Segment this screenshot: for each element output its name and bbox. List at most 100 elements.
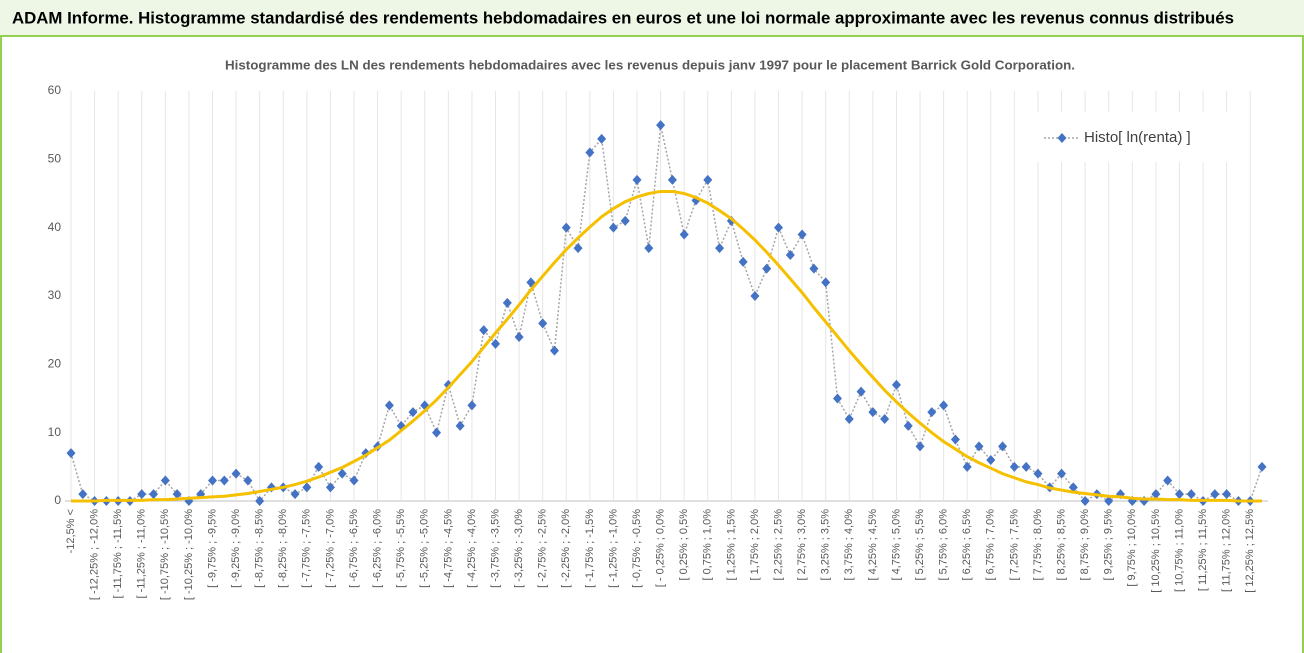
data-point [832, 393, 842, 404]
x-tick-label: [ -2,75% ; -2,5% [537, 509, 549, 588]
data-point [1174, 489, 1184, 500]
x-tick-label: [ -0,75% ; -0,5% [631, 509, 643, 588]
data-point [573, 243, 583, 254]
data-point [632, 174, 642, 185]
data-point [1104, 496, 1114, 506]
data-point [337, 468, 347, 479]
data-point [243, 475, 253, 486]
x-tick-label: [ 6,25% ; 6,5% [961, 509, 973, 581]
x-tick-label: [ 11,75% ; 12,0% [1221, 509, 1233, 592]
x-tick-label: [ 9,25% ; 9,5% [1103, 509, 1115, 581]
x-tick-label: [ 8,25% ; 8,5% [1055, 509, 1067, 581]
data-point [1210, 489, 1220, 500]
data-point [809, 263, 819, 274]
x-tick-label: [ -1,75% ; -1,5% [584, 509, 596, 588]
data-point [785, 250, 795, 260]
legend-marker [1057, 133, 1067, 143]
data-point [715, 243, 725, 254]
data-point [750, 291, 760, 301]
x-tick-label: [ 8,75% ; 9,0% [1079, 509, 1091, 581]
x-tick-label: [ -2,25% ; -2,0% [560, 509, 572, 588]
x-tick-label: [ -9,25% ; -9,0% [230, 509, 242, 588]
x-tick-label: [ 2,25% ; 2,5% [772, 509, 784, 581]
data-point [149, 489, 159, 500]
x-tick-label: [ 1,25% ; 1,5% [725, 509, 737, 581]
x-tick-label: [ -3,75% ; -3,5% [489, 509, 501, 588]
data-point [1222, 489, 1232, 500]
x-tick-label: [ -4,75% ; -4,5% [442, 509, 454, 588]
y-tick-label: 60 [48, 83, 62, 97]
data-point [1057, 468, 1067, 479]
data-point [998, 441, 1008, 452]
data-point [502, 297, 512, 308]
x-tick-label: [ -6,25% ; -6,0% [372, 509, 384, 588]
data-point [219, 475, 229, 486]
data-point [255, 496, 265, 506]
data-point [1257, 461, 1267, 472]
x-tick-label: [ 7,75% ; 8,0% [1032, 509, 1044, 581]
data-point [538, 318, 548, 329]
data-point [455, 420, 465, 431]
x-tick-label: [ 11,25% ; 11,5% [1197, 509, 1209, 591]
x-tick-label: [ -3,25% ; -3,0% [513, 509, 525, 588]
x-tick-label: [ -11,75% ; -11,5% [112, 509, 124, 599]
chart-title: Histogramme des LN des rendements hebdom… [225, 57, 1075, 72]
data-point [644, 243, 654, 254]
data-point [903, 420, 913, 431]
data-point [738, 256, 748, 267]
data-point [561, 222, 571, 233]
data-point [1021, 461, 1031, 472]
data-point [1151, 489, 1161, 500]
x-tick-label: [ 5,25% ; 5,5% [914, 509, 926, 581]
x-tick-label: [ -11,25% ; -11,0% [136, 509, 148, 599]
data-point [526, 277, 536, 288]
data-point [1186, 489, 1196, 500]
data-point [349, 475, 359, 486]
data-point [656, 120, 666, 131]
data-point [160, 475, 170, 486]
data-point [844, 414, 854, 424]
x-tick-label: [ -5,25% ; -5,0% [419, 509, 431, 588]
data-point [1009, 461, 1019, 472]
data-point [1033, 468, 1043, 479]
data-point [821, 277, 831, 288]
data-point [491, 338, 501, 349]
data-point [325, 482, 335, 493]
data-point [172, 489, 182, 500]
x-tick-label: [ 12,25% ; 12,5% [1244, 509, 1256, 593]
x-tick-label: [ -7,25% ; -7,0% [324, 509, 336, 588]
y-tick-label: 0 [54, 493, 61, 507]
data-point [939, 400, 949, 411]
data-point [408, 407, 418, 418]
x-tick-label: [ -5,75% ; -5,5% [395, 509, 407, 588]
data-point [1068, 482, 1078, 493]
x-tick-label: [ -4,25% ; -4,0% [466, 509, 478, 588]
data-point [667, 174, 677, 185]
data-point [974, 441, 984, 452]
x-tick-label: [ -10,25% ; -10,0% [183, 509, 195, 600]
x-tick-label: [ 3,75% ; 4,0% [843, 509, 855, 581]
data-point [384, 400, 394, 411]
data-point [868, 407, 878, 418]
x-tick-label: [ -8,25% ; -8,0% [277, 509, 289, 588]
y-tick-label: 50 [48, 152, 62, 166]
x-tick-label: [ 4,25% ; 4,5% [867, 509, 879, 581]
data-point [549, 345, 559, 356]
header-band [0, 0, 1304, 36]
data-point [762, 263, 772, 274]
y-tick-label: 20 [48, 357, 62, 371]
data-point [950, 434, 960, 445]
data-point [290, 489, 300, 500]
x-tick-label: [ -8,75% ; -8,5% [254, 509, 266, 588]
data-point [78, 489, 88, 500]
y-tick-label: 30 [48, 288, 62, 302]
data-point [208, 475, 218, 486]
data-point [891, 379, 901, 390]
x-tick-label: [ - 0,25% ; 0,0% [655, 509, 667, 587]
data-point [314, 461, 324, 472]
x-tick-label: [ 7,25% ; 7,5% [1008, 509, 1020, 581]
x-tick-label: [ 4,75% ; 5,0% [890, 509, 902, 581]
data-point [231, 468, 241, 479]
series-line [71, 189, 1262, 503]
